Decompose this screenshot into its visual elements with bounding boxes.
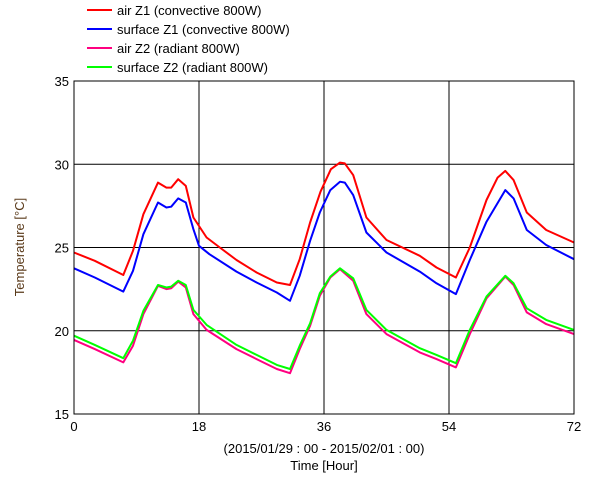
series-line-1 — [73, 180, 575, 302]
y-tick-label: 30 — [55, 157, 69, 172]
legend-label: air Z2 (radiant 800W) — [117, 41, 240, 56]
x-tick-label: 0 — [70, 419, 77, 434]
legend: air Z1 (convective 800W) surface Z1 (conv… — [87, 3, 290, 75]
x-axis-label: Time [Hour] — [290, 458, 357, 473]
plot-frame — [73, 80, 575, 415]
y-axis-label: Temperature [°C] — [12, 198, 27, 296]
series-lines — [73, 161, 575, 375]
y-tick-label: 15 — [55, 407, 69, 422]
x-tick-label: 18 — [192, 419, 206, 434]
x-tick-label: 54 — [442, 419, 456, 434]
tick-labels: 0 18 36 54 72 15 20 25 30 35 — [55, 74, 582, 434]
x-tick-label: 72 — [567, 419, 581, 434]
x-tick-label: 36 — [317, 419, 331, 434]
y-tick-label: 20 — [55, 324, 69, 339]
legend-label: surface Z1 (convective 800W) — [117, 22, 290, 37]
x-sublabel: (2015/01/29 : 00 - 2015/02/01 : 00) — [224, 441, 425, 456]
grid — [73, 80, 575, 415]
y-tick-label: 35 — [55, 74, 69, 89]
legend-label: air Z1 (convective 800W) — [117, 3, 262, 18]
y-tick-label: 25 — [55, 241, 69, 256]
series-line-0 — [73, 161, 575, 286]
series-line-2 — [73, 268, 575, 375]
legend-label: surface Z2 (radiant 800W) — [117, 60, 268, 75]
series-line-3 — [73, 267, 575, 370]
